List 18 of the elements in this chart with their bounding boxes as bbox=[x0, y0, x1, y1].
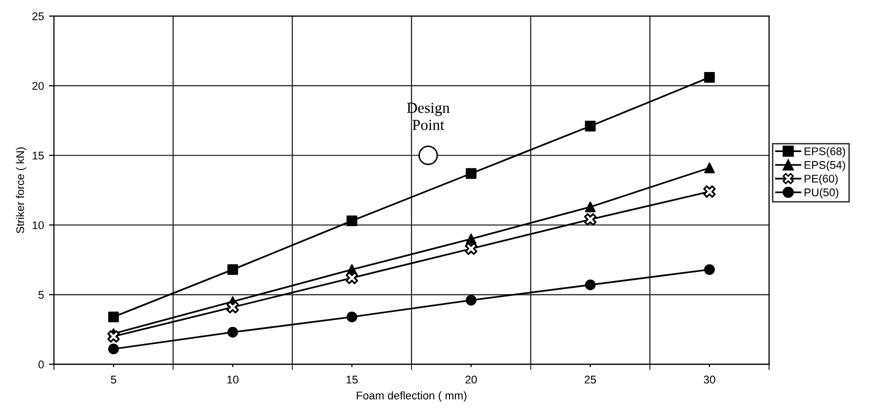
x-tick-label: 5 bbox=[110, 376, 116, 384]
legend-label: PU(50) bbox=[804, 188, 838, 198]
legend-label: PE(60) bbox=[804, 174, 838, 185]
y-tick-label: 5 bbox=[38, 291, 44, 299]
y-tick-label: 0 bbox=[38, 360, 44, 368]
y-tick-label: 20 bbox=[32, 82, 44, 90]
legend-label: EPS(68) bbox=[804, 147, 846, 158]
x-tick-label: 30 bbox=[704, 376, 716, 384]
y-axis-title: Striker force ( kN) bbox=[16, 147, 26, 234]
x-tick-label: 15 bbox=[346, 376, 358, 384]
y-tick-label: 10 bbox=[32, 221, 44, 230]
legend-label: EPS(54) bbox=[804, 160, 846, 172]
y-tick-label: 25 bbox=[32, 12, 44, 20]
x-tick-label: 25 bbox=[584, 376, 596, 384]
x-axis-title: Foam deflection ( mm) bbox=[356, 391, 466, 402]
x-tick-label: 10 bbox=[227, 376, 238, 384]
y-tick-label: 15 bbox=[32, 152, 44, 160]
x-tick-label: 20 bbox=[465, 376, 477, 384]
